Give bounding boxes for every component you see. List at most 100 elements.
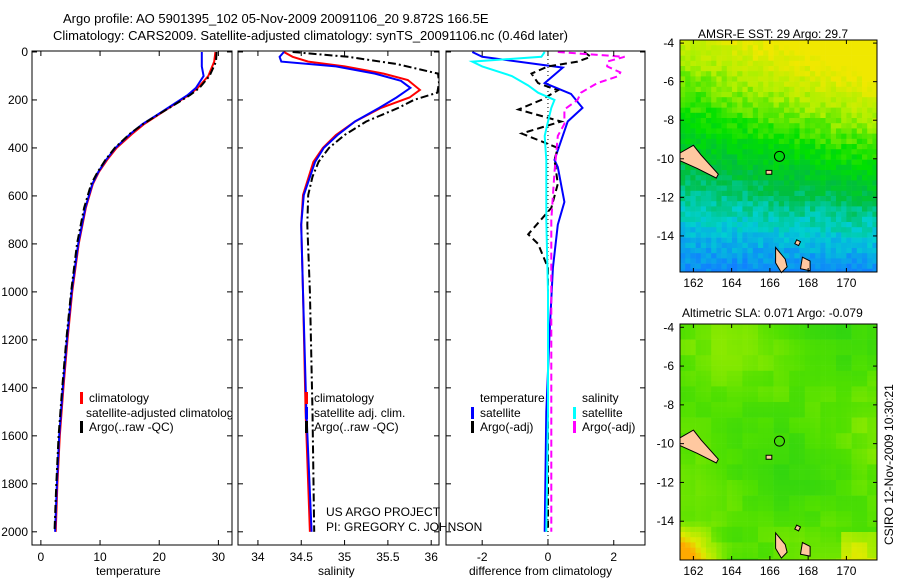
heatmap-cell	[700, 537, 707, 543]
heatmap-cell	[836, 355, 842, 361]
heatmap-cell	[758, 495, 764, 502]
heatmap-cell	[685, 170, 691, 176]
heatmap-cell	[841, 55, 847, 62]
heatmap-cell	[726, 443, 733, 450]
heatmap-cell	[711, 227, 717, 233]
heatmap-cell	[737, 526, 743, 533]
heatmap-cell	[784, 107, 790, 114]
heatmap-cell	[784, 258, 790, 264]
heatmap-cell	[815, 391, 821, 398]
heatmap-cell	[752, 495, 759, 502]
heatmap-cell	[758, 324, 764, 330]
heatmap-cell	[680, 242, 686, 249]
heatmap-cell	[763, 133, 769, 140]
heatmap-cell	[862, 417, 868, 424]
heatmap-cell	[820, 216, 826, 223]
heatmap-cell	[820, 268, 826, 273]
heatmap-cell	[836, 196, 842, 202]
heatmap-cell	[680, 196, 686, 202]
heatmap-cell	[758, 365, 764, 372]
heatmap-cell	[794, 360, 800, 366]
heatmap-cell	[784, 459, 790, 465]
heatmap-cell	[867, 459, 873, 465]
heatmap-cell	[711, 402, 717, 408]
heatmap-cell	[815, 102, 821, 108]
heatmap-cell	[825, 324, 832, 330]
heatmap-cell	[784, 175, 790, 181]
heatmap-cell	[680, 516, 686, 522]
heatmap-cell	[841, 443, 847, 450]
heatmap-cell	[851, 102, 858, 108]
heatmap-cell	[763, 196, 769, 202]
heatmap-cell	[851, 201, 858, 207]
heatmap-cell	[716, 365, 722, 372]
heatmap-cell	[841, 206, 847, 212]
heatmap-cell	[820, 516, 826, 522]
heatmap-cell	[778, 344, 785, 351]
heatmap-cell	[799, 365, 806, 372]
heatmap-cell	[784, 334, 790, 340]
heatmap-cell	[721, 412, 728, 418]
heatmap-cell	[846, 480, 852, 486]
heatmap-cell	[706, 412, 712, 418]
heatmap-cell	[726, 263, 733, 270]
heatmap-cell	[841, 102, 847, 108]
heatmap-cell	[846, 506, 852, 512]
heatmap-cell	[799, 159, 806, 166]
heatmap-cell	[690, 123, 696, 129]
heatmap-cell	[810, 490, 816, 496]
heatmap-cell	[841, 237, 847, 244]
heatmap-cell	[742, 138, 748, 145]
heatmap-cell	[830, 428, 837, 434]
heatmap-cell	[716, 360, 722, 366]
heatmap-cell	[726, 175, 733, 181]
heatmap-cell	[685, 474, 691, 481]
heatmap-cell	[721, 81, 728, 88]
heatmap-cell	[716, 102, 722, 108]
heatmap-cell	[721, 448, 728, 455]
heatmap-cell	[732, 490, 738, 496]
heatmap-cell	[872, 506, 878, 512]
heatmap-cell	[773, 112, 780, 119]
heatmap-cell	[836, 222, 842, 228]
heatmap-cell	[830, 248, 837, 254]
heatmap-cell	[851, 329, 858, 335]
heatmap-cell	[856, 433, 863, 439]
heatmap-cell	[856, 370, 863, 377]
heatmap-cell	[872, 511, 878, 517]
heatmap-cell	[784, 329, 790, 335]
heatmap-cell	[872, 92, 878, 98]
heatmap-cell	[773, 334, 780, 340]
heatmap-cell	[758, 107, 764, 114]
heatmap-cell	[851, 97, 858, 103]
heatmap-cell	[862, 242, 868, 249]
heatmap-cell	[872, 180, 878, 186]
heatmap-cell	[726, 506, 733, 512]
heatmap-cell	[836, 526, 842, 533]
heatmap-cell	[752, 253, 759, 259]
heatmap-cell	[820, 164, 826, 171]
x-tick-label: -2	[477, 550, 488, 564]
heatmap-cell	[732, 537, 738, 543]
heatmap-cell	[841, 159, 847, 166]
difference-temperature-legend: temperature satellite Argo(-adj)	[471, 391, 545, 435]
heatmap-cell	[716, 253, 722, 259]
heatmap-cell	[758, 268, 764, 273]
heatmap-cell	[825, 547, 832, 554]
heatmap-cell	[794, 324, 800, 330]
heatmap-cell	[685, 344, 691, 351]
heatmap-cell	[872, 211, 878, 218]
heatmap-cell	[758, 248, 764, 254]
heatmap-cell	[820, 60, 826, 67]
heatmap-cell	[711, 175, 717, 181]
heatmap-cell	[799, 324, 806, 330]
heatmap-cell	[737, 253, 743, 259]
heatmap-cell	[851, 391, 858, 398]
heatmap-cell	[815, 334, 821, 340]
heatmap-cell	[695, 464, 702, 470]
heatmap-cell	[685, 422, 691, 429]
heatmap-cell	[700, 55, 707, 62]
heatmap-cell	[846, 45, 852, 51]
heatmap-cell	[752, 454, 759, 460]
heatmap-cell	[836, 480, 842, 486]
